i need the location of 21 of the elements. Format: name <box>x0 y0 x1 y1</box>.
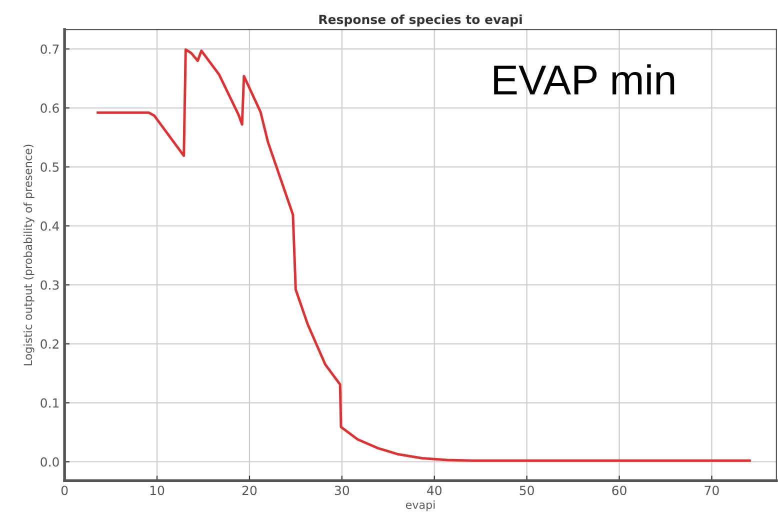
x-tick-label: 10 <box>150 486 164 496</box>
y-tick-label: 0.2 <box>40 339 58 349</box>
x-tick-label: 70 <box>704 486 719 496</box>
x-tick-label: 30 <box>334 486 350 496</box>
x-tick-label: 20 <box>242 486 257 496</box>
y-axis-title: Logistic output (probability of presence) <box>24 144 34 366</box>
x-axis-title: evapi <box>406 500 435 512</box>
x-tick-label: 50 <box>520 486 534 496</box>
y-tick-label: 0.5 <box>40 162 59 172</box>
y-tick-label: 0.3 <box>40 280 59 290</box>
chart-title: Response of species to evapi <box>319 14 522 27</box>
y-tick-label: 0.6 <box>40 103 59 113</box>
x-tick-label: 0 <box>61 486 68 496</box>
x-tick-label: 40 <box>427 486 442 496</box>
y-tick-label: 0.7 <box>40 44 59 54</box>
y-tick-label: 0.1 <box>40 398 59 408</box>
annotation: EVAP min <box>494 64 674 94</box>
line-series <box>96 48 751 462</box>
x-tick-label: 60 <box>612 486 626 496</box>
y-tick-label: 0.4 <box>40 221 60 231</box>
y-tick-label: 0.0 <box>40 457 59 467</box>
